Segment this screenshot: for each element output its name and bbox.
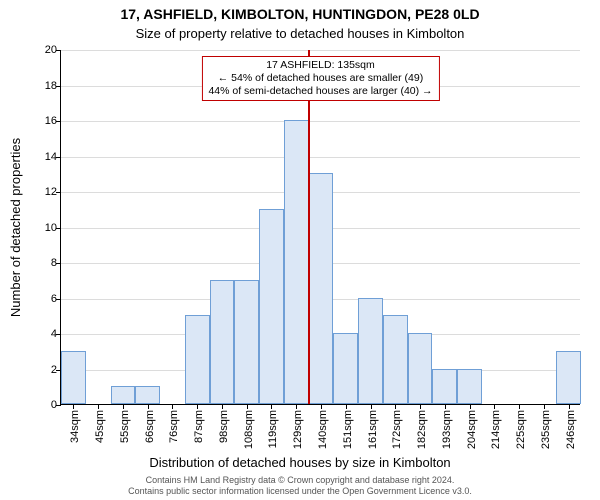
annotation-line2: ← 54% of detached houses are smaller (49…	[208, 72, 432, 85]
y-tick-label: 6	[51, 293, 57, 305]
footer-line1: Contains HM Land Registry data © Crown c…	[0, 475, 600, 486]
x-tick-label: 76sqm	[168, 410, 180, 443]
x-tick-mark	[98, 404, 99, 409]
x-tick-label: 98sqm	[218, 410, 230, 443]
y-tick-label: 18	[45, 80, 57, 92]
y-axis-label: Number of detached properties	[8, 50, 24, 405]
x-tick-label: 129sqm	[292, 410, 304, 449]
chart-container: 17, ASHFIELD, KIMBOLTON, HUNTINGDON, PE2…	[0, 0, 600, 500]
y-tick-label: 20	[45, 44, 57, 56]
histogram-bar	[61, 351, 86, 404]
x-tick-mark	[544, 404, 545, 409]
x-tick-mark	[73, 404, 74, 409]
x-tick-label: 151sqm	[342, 410, 354, 449]
gridline	[61, 50, 580, 51]
y-tick-label: 0	[51, 399, 57, 411]
gridline	[61, 157, 580, 158]
x-tick-mark	[247, 404, 248, 409]
histogram-bar	[408, 333, 433, 404]
histogram-bar	[210, 280, 235, 404]
histogram-bar	[259, 209, 284, 404]
x-tick-label: 193sqm	[441, 410, 453, 449]
x-tick-label: 45sqm	[94, 410, 106, 443]
histogram-bar	[185, 315, 210, 404]
y-tick-label: 8	[51, 257, 57, 269]
x-tick-mark	[420, 404, 421, 409]
x-tick-mark	[519, 404, 520, 409]
x-tick-mark	[172, 404, 173, 409]
x-tick-label: 214sqm	[490, 410, 502, 449]
x-tick-label: 172sqm	[391, 410, 403, 449]
x-tick-label: 161sqm	[367, 410, 379, 449]
marker-line	[308, 50, 310, 404]
x-tick-mark	[321, 404, 322, 409]
annotation-line3: 44% of semi-detached houses are larger (…	[208, 85, 432, 98]
x-tick-label: 87sqm	[193, 410, 205, 443]
histogram-bar	[383, 315, 408, 404]
chart-subtitle: Size of property relative to detached ho…	[0, 26, 600, 41]
x-tick-mark	[148, 404, 149, 409]
chart-title-address: 17, ASHFIELD, KIMBOLTON, HUNTINGDON, PE2…	[0, 6, 600, 22]
histogram-bar	[234, 280, 259, 404]
x-tick-label: 108sqm	[243, 410, 255, 449]
y-tick-label: 12	[45, 186, 57, 198]
x-tick-mark	[296, 404, 297, 409]
histogram-bar	[309, 173, 334, 404]
annotation-box: 17 ASHFIELD: 135sqm ← 54% of detached ho…	[201, 56, 439, 101]
footer-attribution: Contains HM Land Registry data © Crown c…	[0, 475, 600, 497]
y-tick-label: 4	[51, 328, 57, 340]
x-tick-label: 225sqm	[515, 410, 527, 449]
x-tick-mark	[470, 404, 471, 409]
x-tick-label: 246sqm	[565, 410, 577, 449]
x-tick-mark	[197, 404, 198, 409]
histogram-bar	[556, 351, 581, 404]
x-tick-label: 204sqm	[466, 410, 478, 449]
x-tick-mark	[371, 404, 372, 409]
x-tick-mark	[445, 404, 446, 409]
x-tick-label: 119sqm	[267, 410, 279, 448]
plot-area: 0246810121416182034sqm45sqm55sqm66sqm76s…	[60, 50, 580, 405]
y-tick-label: 14	[45, 151, 57, 163]
histogram-bar	[432, 369, 457, 405]
histogram-bar	[457, 369, 482, 405]
histogram-bar	[284, 120, 309, 404]
y-axis-label-text: Number of detached properties	[9, 138, 24, 317]
x-tick-label: 55sqm	[119, 410, 131, 443]
histogram-bar	[111, 386, 136, 404]
x-tick-label: 235sqm	[540, 410, 552, 449]
x-tick-label: 66sqm	[144, 410, 156, 443]
histogram-bar	[333, 333, 358, 404]
x-tick-mark	[123, 404, 124, 409]
x-tick-mark	[271, 404, 272, 409]
footer-line2: Contains public sector information licen…	[0, 486, 600, 497]
x-tick-label: 182sqm	[416, 410, 428, 449]
x-tick-mark	[494, 404, 495, 409]
histogram-bar	[358, 298, 383, 405]
x-tick-mark	[346, 404, 347, 409]
y-tick-label: 2	[51, 364, 57, 376]
histogram-bar	[135, 386, 160, 404]
x-tick-label: 34sqm	[69, 410, 81, 443]
x-tick-mark	[222, 404, 223, 409]
x-tick-label: 140sqm	[317, 410, 329, 449]
y-tick-label: 16	[45, 115, 57, 127]
y-tick-label: 10	[45, 222, 57, 234]
annotation-line1: 17 ASHFIELD: 135sqm	[208, 59, 432, 72]
x-tick-mark	[395, 404, 396, 409]
x-tick-mark	[569, 404, 570, 409]
x-axis-label: Distribution of detached houses by size …	[0, 455, 600, 470]
gridline	[61, 121, 580, 122]
